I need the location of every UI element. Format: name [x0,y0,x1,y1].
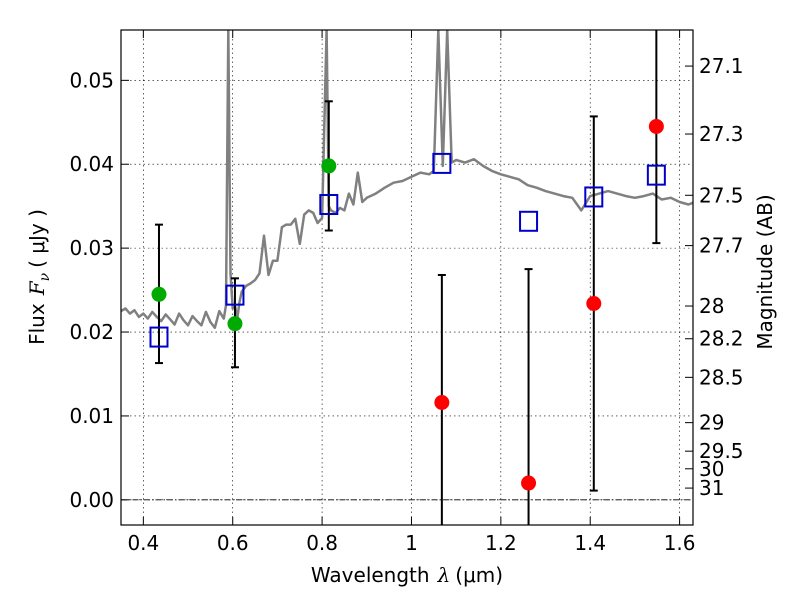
y-tick-label: 0.03 [69,236,114,260]
mag-tick-label: 28 [699,294,724,318]
x-tick-label: 1.2 [485,531,517,555]
y-tick-label: 0.05 [69,68,114,92]
model-spectrum [121,30,693,330]
x-tick-label: 1.6 [664,531,696,555]
mag-tick-label: 27.3 [699,122,744,146]
model-point [584,186,604,208]
data-point [586,296,602,312]
data-point [321,158,337,174]
mag-tick-label: 27.1 [699,54,744,78]
x-axis-title: Wavelength λ (μm) [311,563,503,587]
spectrum-line [121,30,693,330]
x-tick-label: 1.4 [574,531,606,555]
model-point [519,210,539,232]
mag-tick-label: 30 [699,457,724,481]
mag-tick-label: 27.5 [699,183,744,207]
model-point [225,284,245,306]
model-point [646,164,666,186]
model-point [432,152,452,174]
plot-frame [120,29,694,526]
y-tick-label: 0.02 [69,320,114,344]
x-tick-label: 0.6 [217,531,249,555]
mag-tick-label: 27.7 [699,234,744,258]
data-point [648,118,664,134]
y-tick-label: 0.04 [69,152,114,176]
mag-tick-label: 28.5 [699,365,744,389]
magnitude-axis-title: Magnitude (AB) [753,194,777,349]
data-point [227,316,243,332]
data-markers [149,118,666,491]
x-tick-label: 0.8 [306,531,338,555]
y-axis: 0.00 0.01 0.02 0.03 0.04 0.05 [69,68,129,512]
mag-tick-label: 29.5 [699,439,744,463]
y-tick-label: 0.00 [69,488,114,512]
grid [121,30,693,525]
x-axis: 0.4 0.6 0.8 1 1.2 1.4 1.6 [127,30,696,555]
mag-tick-label: 28.2 [699,327,744,351]
data-point [521,475,537,491]
data-point [151,286,167,302]
x-tick-label: 1 [405,531,418,555]
mag-tick-label: 31 [699,476,724,500]
model-point [319,194,339,216]
data-point [434,395,450,411]
model-point [149,326,169,348]
y-tick-label: 0.01 [69,404,114,428]
x-tick-label: 0.4 [127,531,159,555]
y-axis-title: FluxFν( μJy ) [25,209,53,345]
mag-tick-label: 29 [699,411,724,435]
